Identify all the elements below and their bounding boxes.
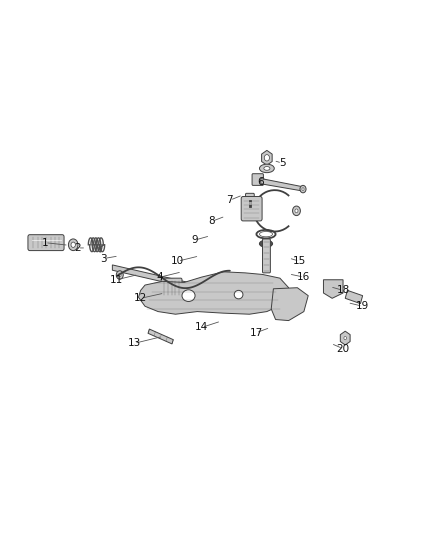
FancyBboxPatch shape [161,278,182,297]
Ellipse shape [300,185,306,193]
Polygon shape [261,150,272,165]
Ellipse shape [189,285,192,288]
Text: 9: 9 [192,235,198,245]
Polygon shape [113,265,193,289]
Text: 2: 2 [74,243,81,253]
FancyBboxPatch shape [28,235,64,251]
Polygon shape [271,288,308,320]
Text: 4: 4 [157,272,163,282]
Text: 17: 17 [249,328,263,338]
Polygon shape [345,290,363,304]
Text: 10: 10 [171,256,184,266]
Ellipse shape [116,271,123,279]
Ellipse shape [342,334,349,342]
Ellipse shape [264,166,270,170]
FancyBboxPatch shape [241,197,262,221]
Polygon shape [138,272,289,314]
Ellipse shape [187,281,194,291]
Ellipse shape [344,336,346,340]
Text: 20: 20 [336,344,350,354]
FancyBboxPatch shape [246,193,254,203]
Text: 12: 12 [134,293,147,303]
Text: 15: 15 [293,256,306,266]
Ellipse shape [234,290,243,299]
Ellipse shape [118,273,121,277]
Ellipse shape [182,290,195,302]
Polygon shape [340,331,350,345]
Text: 5: 5 [279,158,286,168]
Polygon shape [261,179,304,191]
Ellipse shape [68,239,78,251]
Text: 8: 8 [208,216,215,227]
FancyBboxPatch shape [252,174,263,185]
Text: 1: 1 [42,238,48,248]
Text: 6: 6 [257,176,264,187]
Text: 19: 19 [356,301,369,311]
Text: 7: 7 [226,195,233,205]
Ellipse shape [259,164,274,173]
Polygon shape [323,280,343,298]
Text: 3: 3 [100,254,107,263]
Text: 18: 18 [336,285,350,295]
Ellipse shape [71,242,75,247]
Ellipse shape [293,206,300,216]
Text: 11: 11 [110,274,124,285]
Text: 14: 14 [195,322,208,333]
Text: 13: 13 [127,338,141,349]
Ellipse shape [302,188,304,190]
Polygon shape [148,329,173,344]
Ellipse shape [259,240,272,247]
Ellipse shape [295,209,298,213]
Text: 16: 16 [297,272,311,282]
Ellipse shape [264,155,269,161]
FancyBboxPatch shape [262,239,270,273]
